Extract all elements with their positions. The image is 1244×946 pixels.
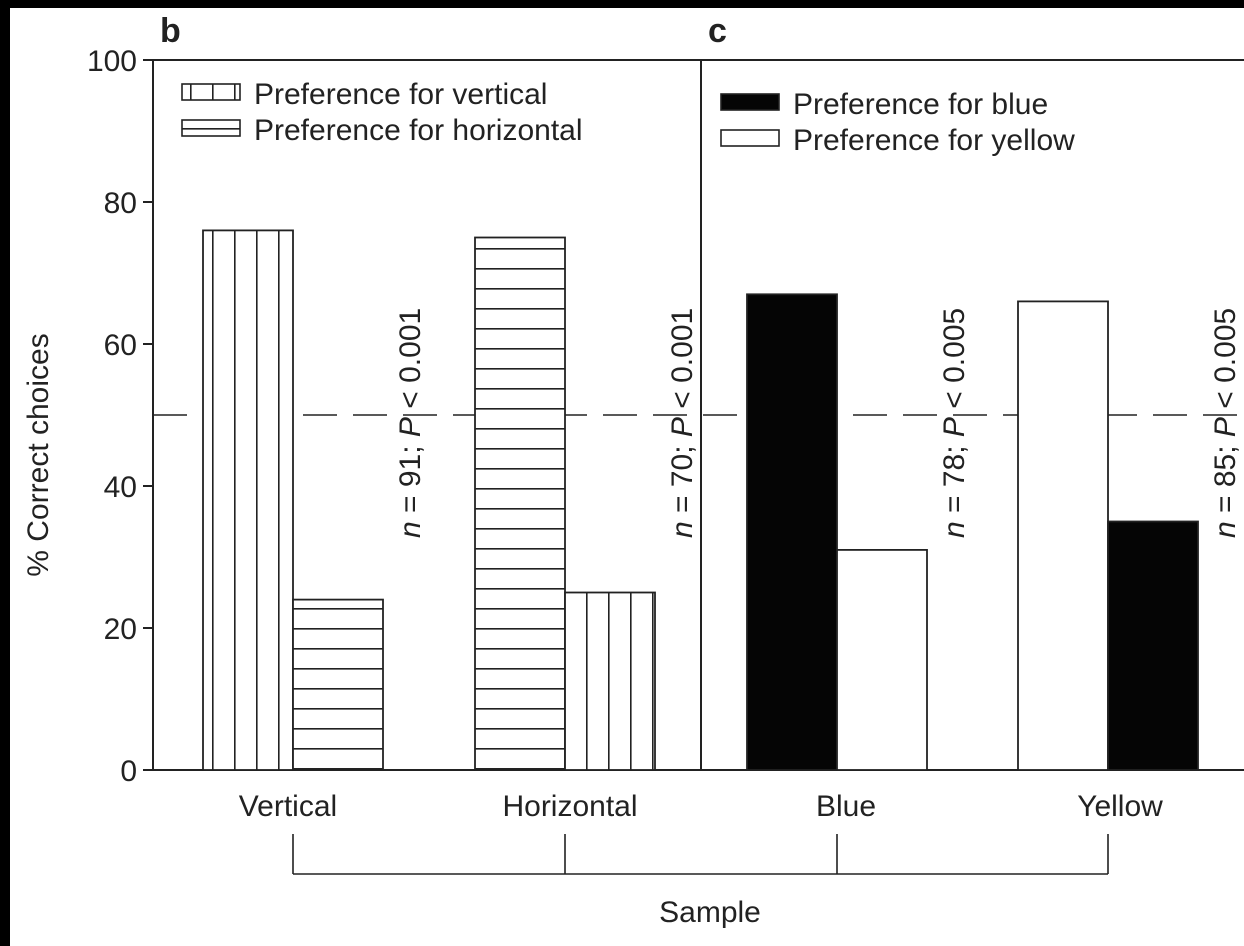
x-axis-title: Sample	[659, 896, 761, 929]
x-category-label-horizontal: Horizontal	[502, 790, 637, 823]
y-tick-label-20: 20	[104, 613, 137, 646]
y-tick-label-80: 80	[104, 187, 137, 220]
legend-swatch-vertical	[181, 83, 241, 101]
legend-label-vertical: Preference for vertical	[254, 78, 547, 111]
annotation-vertical: n = 91; P < 0.001	[394, 308, 427, 538]
bar-horizontal-horizontal	[474, 236, 566, 771]
panel-letter-c: c	[708, 12, 727, 50]
y-axis-title: % Correct choices	[22, 333, 55, 576]
y-tick-label-40: 40	[104, 471, 137, 504]
chart-figure: 0 20 40 60 80 100 % Correct choices Sample b Pref…	[10, 8, 1244, 946]
y-tick-label-100: 100	[87, 45, 137, 78]
x-category-label-yellow: Yellow	[1077, 790, 1163, 823]
panel-letter-b: b	[160, 12, 181, 50]
annotation-blue: n = 78; P < 0.005	[938, 308, 971, 538]
bar-horizontal-vertical	[564, 591, 656, 771]
bar-chart: 0 20 40 60 80 100 % Correct choices Sample b Pref…	[22, 12, 1244, 929]
legend-label-white: Preference for yellow	[793, 124, 1075, 157]
x-category-label-vertical: Vertical	[239, 790, 337, 823]
annotation-yellow: n = 85; P < 0.005	[1209, 308, 1242, 538]
legend-label-horizontal: Preference for horizontal	[254, 114, 583, 147]
legend-swatch-white	[720, 129, 780, 147]
legend-label-black: Preference for blue	[793, 88, 1048, 121]
bar-vertical-vertical	[202, 229, 294, 771]
bar-yellow-white	[1017, 300, 1109, 771]
y-tick-label-0: 0	[120, 755, 137, 788]
bar-blue-black	[746, 293, 838, 771]
annotation-horizontal: n = 70; P < 0.001	[666, 308, 699, 538]
bar-yellow-black	[1107, 520, 1199, 771]
legend-swatch-horizontal	[181, 119, 241, 137]
bar-vertical-horizontal	[292, 598, 384, 771]
y-tick-label-60: 60	[104, 329, 137, 362]
x-category-label-blue: Blue	[816, 790, 876, 823]
legend-swatch-black	[720, 93, 780, 111]
bar-blue-white	[836, 549, 928, 771]
